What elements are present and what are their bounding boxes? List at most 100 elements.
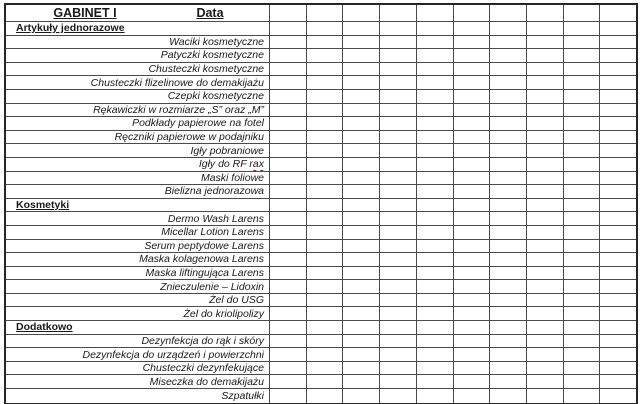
grid-cell[interactable] <box>307 157 344 171</box>
grid-cell[interactable] <box>600 117 636 130</box>
grid-cell[interactable] <box>307 185 344 198</box>
grid-cell[interactable] <box>490 307 527 321</box>
grid-cell[interactable] <box>307 334 344 348</box>
grid-cell[interactable] <box>270 62 307 76</box>
grid-cell[interactable] <box>380 198 417 212</box>
grid-cell[interactable] <box>490 35 527 49</box>
grid-cell[interactable] <box>270 49 307 62</box>
grid-cell[interactable] <box>270 185 307 198</box>
grid-cell[interactable] <box>600 240 636 253</box>
grid-cell[interactable] <box>343 334 381 348</box>
grid-cell[interactable] <box>380 144 417 157</box>
grid-cell[interactable] <box>527 321 564 334</box>
grid-cell[interactable] <box>527 62 564 76</box>
grid-cell[interactable] <box>380 62 417 76</box>
section-title-cell[interactable]: Kosmetyki <box>6 198 270 212</box>
grid-cell[interactable] <box>454 117 491 130</box>
grid-cell[interactable] <box>600 185 636 198</box>
grid-cell[interactable] <box>417 225 454 239</box>
grid-cell[interactable] <box>270 212 307 225</box>
grid-cell[interactable] <box>454 389 491 403</box>
grid-cell[interactable] <box>270 321 307 334</box>
grid-cell[interactable] <box>454 157 491 171</box>
grid-cell[interactable] <box>527 389 564 403</box>
grid-cell[interactable] <box>380 157 417 171</box>
grid-cell[interactable] <box>527 117 564 130</box>
grid-cell[interactable] <box>270 157 307 171</box>
grid-cell[interactable] <box>490 293 527 307</box>
grid-cell[interactable] <box>600 294 636 307</box>
grid-cell[interactable] <box>527 375 564 389</box>
grid-cell[interactable] <box>380 171 417 185</box>
item-name-cell[interactable]: Szpatułki <box>6 389 270 403</box>
grid-cell[interactable] <box>490 321 527 334</box>
grid-cell[interactable] <box>417 130 454 144</box>
grid-cell[interactable] <box>270 348 307 361</box>
item-name-cell[interactable]: Maska liftingująca Larens <box>6 266 270 280</box>
grid-cell[interactable] <box>380 307 417 321</box>
grid-cell[interactable] <box>490 185 527 198</box>
item-name-cell[interactable]: Chusteczki dezynfekujące <box>6 361 270 375</box>
item-name-cell[interactable]: Dermo Wash Larens <box>6 212 270 225</box>
grid-cell[interactable] <box>490 117 527 130</box>
grid-cell[interactable] <box>343 198 381 212</box>
grid-cell[interactable] <box>270 117 307 130</box>
grid-cell[interactable] <box>417 22 454 35</box>
grid-cell[interactable] <box>527 171 564 185</box>
grid-cell[interactable] <box>490 375 527 389</box>
grid-cell[interactable] <box>307 253 344 266</box>
grid-cell[interactable] <box>417 321 454 334</box>
grid-cell[interactable] <box>527 334 564 348</box>
grid-cell[interactable] <box>343 348 381 361</box>
grid-cell[interactable] <box>454 321 491 334</box>
grid-cell[interactable] <box>380 130 417 144</box>
grid-cell[interactable] <box>343 157 381 171</box>
item-name-cell[interactable]: Ręczniki papierowe w podajniku <box>6 130 270 144</box>
grid-cell[interactable] <box>527 307 564 321</box>
grid-cell[interactable] <box>600 362 636 375</box>
grid-cell[interactable] <box>307 130 344 144</box>
grid-cell[interactable] <box>417 212 454 225</box>
grid-cell[interactable] <box>270 22 307 35</box>
grid-cell[interactable] <box>343 293 381 307</box>
grid-cell[interactable] <box>417 5 454 21</box>
grid-cell[interactable] <box>454 348 491 361</box>
grid-cell[interactable] <box>380 280 417 293</box>
grid-cell[interactable] <box>490 389 527 403</box>
grid-cell[interactable] <box>454 198 491 212</box>
grid-cell[interactable] <box>380 361 417 375</box>
grid-cell[interactable] <box>454 76 491 89</box>
grid-cell[interactable] <box>307 5 344 21</box>
item-name-cell[interactable]: Serum peptydowe Larens <box>6 239 270 253</box>
grid-cell[interactable] <box>270 5 307 21</box>
grid-cell[interactable] <box>307 22 344 35</box>
grid-cell[interactable] <box>490 22 527 35</box>
grid-cell[interactable] <box>307 293 344 307</box>
grid-cell[interactable] <box>564 239 601 253</box>
grid-cell[interactable] <box>343 5 381 21</box>
grid-cell[interactable] <box>307 62 344 76</box>
grid-cell[interactable] <box>270 144 307 157</box>
grid-cell[interactable] <box>490 212 527 225</box>
grid-cell[interactable] <box>417 144 454 157</box>
grid-cell[interactable] <box>600 22 636 35</box>
grid-cell[interactable] <box>454 130 491 144</box>
grid-cell[interactable] <box>343 225 381 239</box>
grid-cell[interactable] <box>527 35 564 49</box>
grid-cell[interactable] <box>270 76 307 89</box>
grid-cell[interactable] <box>343 266 381 280</box>
grid-cell[interactable] <box>270 89 307 103</box>
grid-cell[interactable] <box>564 89 601 103</box>
grid-cell[interactable] <box>454 239 491 253</box>
grid-cell[interactable] <box>564 198 601 212</box>
grid-cell[interactable] <box>527 212 564 225</box>
grid-cell[interactable] <box>600 172 636 185</box>
grid-cell[interactable] <box>490 225 527 239</box>
grid-cell[interactable] <box>564 144 601 157</box>
grid-cell[interactable] <box>417 185 454 198</box>
grid-cell[interactable] <box>380 35 417 49</box>
grid-cell[interactable] <box>270 266 307 280</box>
grid-cell[interactable] <box>270 361 307 375</box>
item-name-cell[interactable]: Chusteczki flizelinowe do demakijażu <box>6 76 270 89</box>
grid-cell[interactable] <box>454 144 491 157</box>
